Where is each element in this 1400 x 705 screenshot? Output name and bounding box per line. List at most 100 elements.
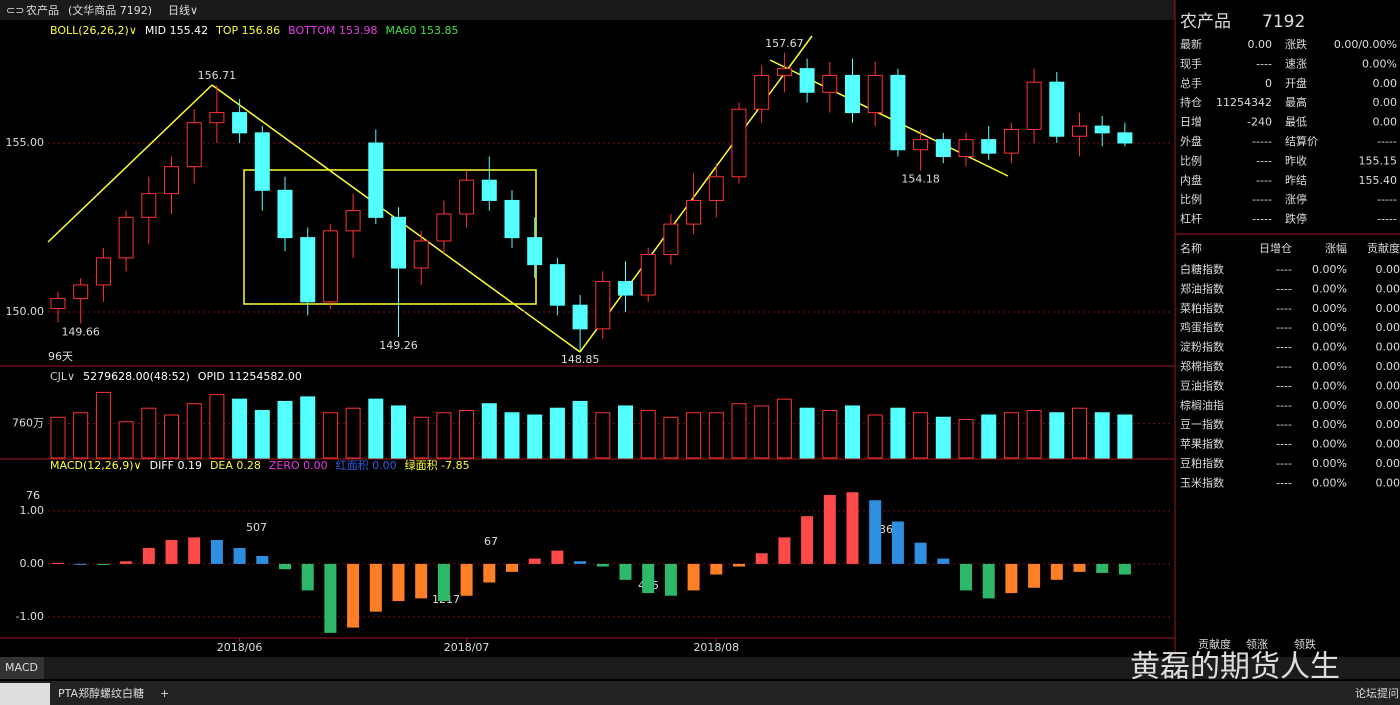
table-cell: 0.00% — [1312, 399, 1347, 412]
volume-bar — [618, 405, 633, 459]
symbol-name: 农产品 — [26, 3, 59, 17]
candle-body — [618, 281, 633, 296]
quote-value: 0.00/0.00% — [1334, 38, 1397, 51]
table-cell: ---- — [1276, 321, 1292, 334]
macd-area: 507 — [246, 521, 267, 534]
quote-label: 开盘 — [1285, 76, 1307, 90]
candle-body — [731, 108, 747, 178]
volume-bar — [118, 421, 134, 459]
candle-body — [459, 179, 475, 215]
candle-body — [209, 112, 225, 124]
quote-value: 0.00% — [1362, 57, 1397, 70]
quote-code: 7192 — [1262, 12, 1305, 32]
y-tick-label: 0.00 — [20, 557, 45, 570]
index-name: 豆粕指数 — [1180, 456, 1224, 470]
symbol-source: (文华商品 7192) — [68, 3, 152, 17]
index-name: 豆油指数 — [1180, 378, 1224, 392]
candle-body — [368, 142, 384, 218]
volume-bar — [754, 405, 770, 459]
macd-bar — [687, 563, 700, 591]
table-cell: 0.00 — [1376, 399, 1400, 412]
help-link[interactable]: 论坛提问 — [1355, 686, 1399, 700]
x-tick-label: 2018/07 — [444, 641, 490, 654]
candle-body — [277, 189, 293, 239]
quote-label: 比例 — [1180, 153, 1202, 167]
table-cell: 0.00% — [1312, 263, 1347, 276]
quote-label: 比例 — [1180, 192, 1202, 206]
volume-bar — [708, 412, 724, 459]
table-cell: 0.00 — [1376, 282, 1400, 295]
table-cell: 0.00% — [1312, 282, 1347, 295]
volume-bar — [1026, 409, 1042, 459]
candle-body — [436, 213, 452, 242]
quote-value: ---- — [1256, 57, 1272, 70]
index-name: 玉米指数 — [1180, 475, 1224, 489]
macd-area: 67 — [484, 535, 498, 548]
table-cell: 0.00 — [1376, 360, 1400, 373]
quote-value: ----- — [1377, 213, 1397, 226]
x-tick-label: 2018/06 — [217, 641, 263, 654]
candle-body — [686, 199, 702, 225]
volume-bar — [1117, 414, 1133, 459]
quote-value: ----- — [1377, 135, 1397, 148]
macd-bar — [483, 563, 496, 583]
volume-bar — [459, 409, 475, 459]
candle-body — [322, 230, 338, 303]
volume-bar — [141, 407, 157, 459]
table-cell: 0.00 — [1376, 418, 1400, 431]
table-cell: 0.00% — [1312, 321, 1347, 334]
quote-value: 0 — [1265, 77, 1272, 90]
volume-bar — [867, 414, 883, 459]
legend-item: 红面积 0.00 — [336, 459, 397, 472]
panel-tab[interactable]: 领跌 — [1294, 637, 1316, 651]
sheet-tab[interactable]: PTA郑醇螺纹白糖 — [58, 686, 144, 700]
sheet-tab[interactable]: 我的板块 — [3, 686, 47, 700]
quote-value: 0.00 — [1373, 116, 1398, 129]
candle-body — [845, 74, 860, 114]
menu-icon[interactable]: ⊂⊃ — [6, 4, 24, 17]
volume-bar — [322, 412, 338, 459]
table-header: 名称 — [1180, 241, 1202, 255]
table-cell: 0.00 — [1376, 476, 1400, 489]
legend-item: DEA 0.28 — [210, 459, 261, 472]
volume-bar — [958, 419, 974, 459]
macd-bar — [460, 563, 473, 596]
volume-bar — [890, 407, 906, 459]
volume-bar — [436, 412, 452, 459]
add-tab[interactable]: + — [160, 687, 169, 700]
legend-item: MA60 153.85 — [386, 24, 459, 37]
macd-bar — [1050, 563, 1063, 580]
macd-bar — [437, 563, 450, 602]
macd-bar — [551, 550, 564, 564]
macd-bar — [755, 553, 768, 564]
candle-body — [391, 216, 406, 269]
y-tick-label: 155.00 — [6, 136, 45, 149]
quote-label: 持仓 — [1180, 95, 1202, 109]
macd-bar — [846, 492, 859, 564]
panel-tab[interactable]: 领涨 — [1246, 638, 1268, 651]
candle-body — [595, 281, 611, 330]
quote-label: 结算价 — [1285, 134, 1318, 148]
indicator-tab[interactable]: MACD — [5, 661, 38, 674]
index-name: 菜粕指数 — [1180, 301, 1224, 315]
candle-body — [867, 74, 883, 114]
quote-label: 跌停 — [1285, 212, 1307, 226]
macd-bar — [279, 563, 291, 570]
table-cell: 0.00 — [1376, 379, 1400, 392]
volume-bar — [95, 391, 111, 459]
volume-bar — [345, 407, 361, 459]
period-select[interactable]: 日线∨ — [168, 3, 198, 17]
candle-body — [164, 166, 179, 195]
macd-bar — [97, 563, 110, 565]
quote-value: 155.15 — [1359, 154, 1398, 167]
macd-bar — [1073, 563, 1086, 572]
table-header: 涨幅 — [1325, 242, 1347, 255]
table-cell: 0.00% — [1312, 379, 1347, 392]
volume-bar — [209, 394, 225, 459]
panel-tab[interactable]: 贡献度 — [1198, 637, 1231, 651]
macd-bar — [301, 563, 314, 591]
table-cell: 0.00 — [1376, 341, 1400, 354]
watermark: 黄磊的期货人生 — [1130, 650, 1340, 685]
legend-item: ZERO 0.00 — [269, 459, 328, 472]
indicator-legend: MACD(12,26,9)∨ DIFF 0.19 DEA 0.28 ZERO 0.00… — [50, 458, 470, 472]
